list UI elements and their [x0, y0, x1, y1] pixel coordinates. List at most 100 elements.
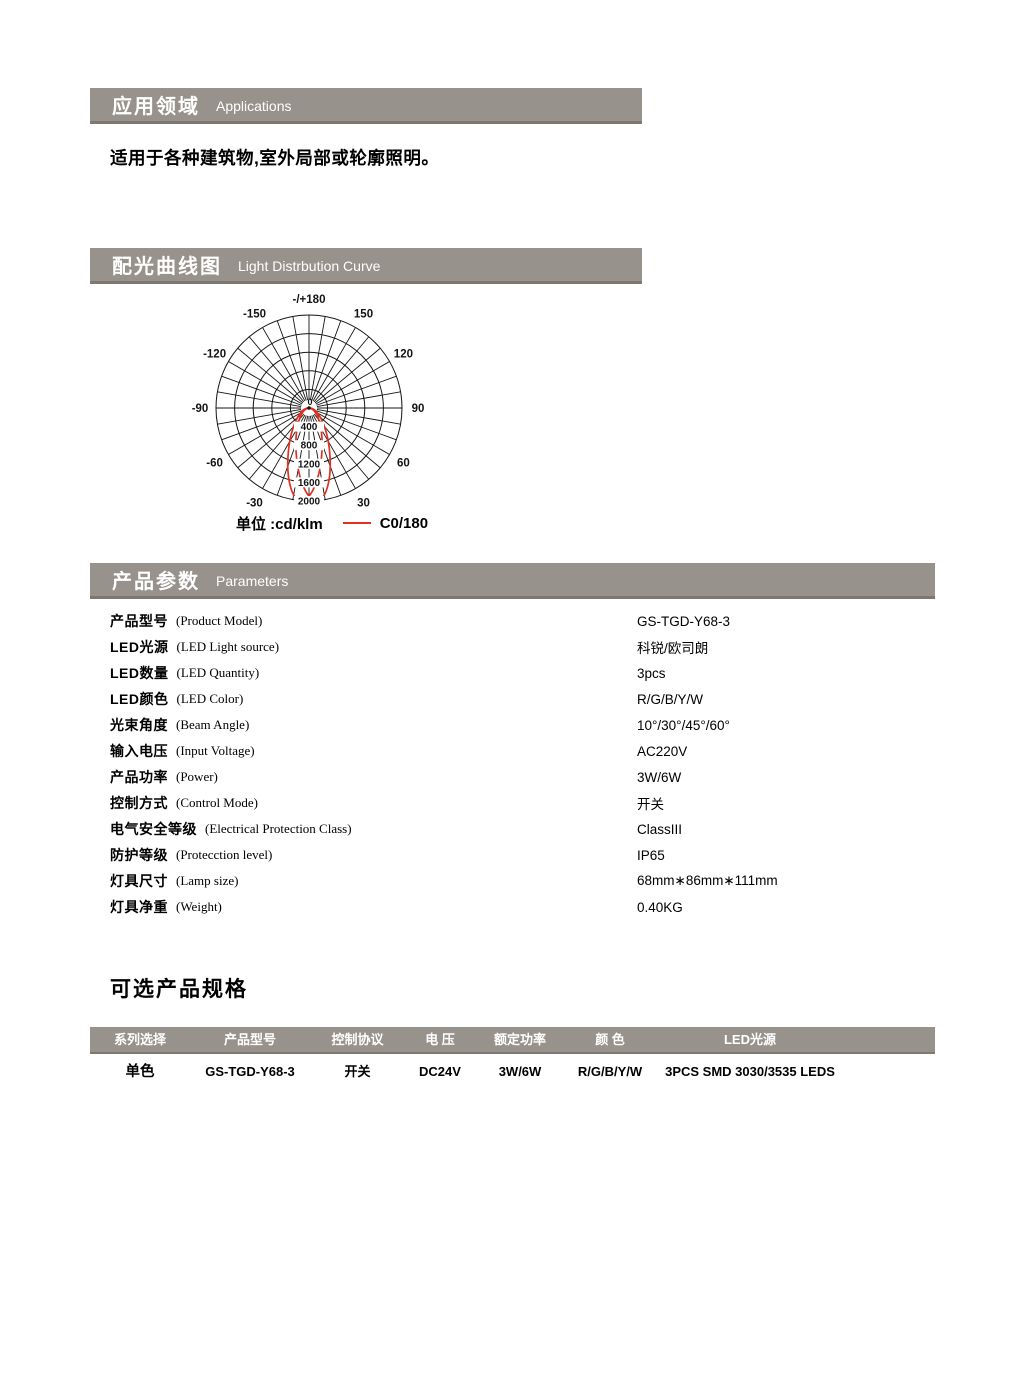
spec-cell-6: 3PCS SMD 3030/3535 LEDS: [665, 1064, 835, 1079]
spec-cell-4: 3W/6W: [498, 1064, 542, 1079]
parameter-row: 灯具尺寸 (Lamp size) 68mm∗86mm∗111mm: [110, 868, 955, 894]
parameter-row: 输入电压 (Input Voltage) AC220V: [110, 738, 955, 764]
parameter-label-zh: 电气安全等级: [110, 821, 197, 837]
radial-tick-label: 800: [301, 441, 318, 452]
angle-label: 30: [357, 497, 370, 509]
chart-spoke: [228, 411, 303, 455]
parameter-row: LED颜色 (LED Color) R/G/B/Y/W: [110, 686, 955, 712]
angle-label: 90: [412, 403, 425, 415]
parameter-label-zh: 产品功率: [110, 769, 168, 785]
parameter-label-en: (Input Voltage): [176, 743, 255, 758]
parameter-row: 电气安全等级 (Electrical Protection Class) Class…: [110, 816, 955, 842]
chart-spoke: [316, 375, 397, 406]
parameter-row: 产品型号 (Product Model) GS-TGD-Y68-3: [110, 608, 955, 634]
angle-label: -/+180: [293, 294, 326, 306]
parameter-label-zh: 光束角度: [110, 717, 168, 733]
radial-label-bg: [294, 421, 324, 432]
chart-spoke: [276, 320, 307, 401]
chart-spoke: [309, 316, 326, 401]
legend-line-icon: [342, 522, 371, 524]
angle-label: 120: [394, 349, 413, 361]
parameter-value: 68mm∗86mm∗111mm: [637, 873, 778, 888]
parameter-value: 开关: [637, 797, 664, 812]
parameter-label-zh: 灯具净重: [110, 899, 168, 915]
chart-legend: 单位 :cd/klm C0/180: [236, 513, 428, 533]
chart-spoke: [292, 316, 309, 401]
chart-spoke: [221, 375, 302, 406]
section-header-curve: 配光曲线图 Light Distrbution Curve: [90, 248, 642, 284]
spec-col-header-0: 系列选择: [113, 1032, 166, 1047]
spec-col-header-1: 产品型号: [223, 1032, 276, 1047]
chart-spoke: [316, 391, 401, 408]
parameter-row: LED数量 (LED Quantity) 3pcs: [110, 660, 955, 686]
radial-label-bg: [294, 496, 324, 506]
chart-spoke: [315, 361, 390, 405]
spec-col-header-4: 额定功率: [493, 1032, 546, 1047]
angle-label: -120: [203, 349, 226, 361]
chart-spoke: [311, 320, 342, 401]
spec-cell-3: DC24V: [419, 1064, 461, 1079]
chart-spoke: [217, 408, 302, 425]
radial-label-bg: [294, 477, 324, 488]
parameter-label-zh: LED颜色: [110, 691, 169, 707]
spec-cell-1: GS-TGD-Y68-3: [205, 1064, 295, 1079]
parameter-row: 产品功率 (Power) 3W/6W: [110, 764, 955, 790]
angle-label: 150: [354, 309, 373, 321]
legend-series-label: C0/180: [379, 514, 429, 532]
chart-spoke: [315, 411, 390, 455]
parameters-title-zh: 产品参数: [112, 571, 200, 593]
parameter-value: IP65: [637, 847, 665, 863]
parameter-value: 科锐/欧司朗: [637, 641, 709, 656]
parameter-row: 光束角度 (Beam Angle) 10°/30°/45°/60°: [110, 712, 955, 738]
angle-label: -60: [206, 458, 223, 470]
chart-spoke: [217, 391, 302, 408]
radial-label-bg: [294, 440, 324, 451]
parameter-label-en: (LED Quantity): [176, 665, 260, 680]
parameters-title-en: Parameters: [216, 573, 289, 589]
parameter-value: 3W/6W: [637, 769, 682, 785]
chart-spoke: [312, 327, 356, 402]
spec-col-header-3: 电 压: [425, 1032, 455, 1047]
chart-spoke: [248, 336, 305, 403]
curve-title-en: Light Distrbution Curve: [238, 258, 381, 274]
chart-spoke: [314, 347, 381, 404]
parameter-label-en: (Protecction level): [176, 847, 273, 862]
legend-unit-label: 单位 :cd/klm: [236, 515, 323, 533]
parameter-label-zh: 输入电压: [110, 743, 168, 759]
curve-title-zh: 配光曲线图: [112, 256, 222, 278]
spec-cell-0: 单色: [125, 1064, 155, 1080]
parameter-value: ClassIII: [637, 821, 683, 837]
chart-center-dot: [307, 406, 311, 410]
spec-table-row: 单色 GS-TGD-Y68-3 开关 DC24V 3W/6W R/G/B/Y/W 3PCS …: [90, 1059, 935, 1085]
spec-col-header-6: LED光源: [723, 1032, 776, 1047]
parameter-value: 10°/30°/45°/60°: [637, 717, 730, 733]
parameter-label-en: (Electrical Protection Class): [205, 821, 352, 836]
parameter-label-en: (Beam Angle): [176, 717, 250, 732]
radial-tick-label: 1200: [298, 459, 321, 470]
spec-col-header-2: 控制协议: [331, 1032, 384, 1047]
parameter-label-en: (Weight): [176, 899, 222, 914]
parameter-label-zh: 产品型号: [110, 613, 168, 629]
light-distribution-chart: 400 800 1200 1600 2000 0 -/+180 150 120 90 60 30 -30…: [192, 294, 425, 509]
parameter-label-en: (Power): [176, 769, 218, 784]
applications-title-en: Applications: [216, 98, 292, 114]
parameter-row: 控制方式 (Control Mode) 开关: [110, 790, 955, 816]
chart-spoke: [314, 412, 381, 469]
chart-spoke: [228, 361, 303, 405]
radial-zero-label: 0: [307, 397, 312, 407]
parameter-label-zh: LED数量: [110, 665, 169, 681]
parameter-value: GS-TGD-Y68-3: [637, 613, 731, 629]
applications-description: 适用于各种建筑物,室外局部或轮廓照明。: [110, 148, 440, 168]
section-header-parameters: 产品参数 Parameters: [90, 563, 935, 599]
parameter-value: 0.40KG: [637, 899, 683, 915]
parameter-label-en: (Control Mode): [176, 795, 258, 810]
angle-label: -30: [246, 497, 263, 509]
angle-label: -150: [243, 309, 266, 321]
spec-table-header: 系列选择 产品型号 控制协议 电 压 额定功率 颜 色 LED光源: [90, 1027, 935, 1054]
parameter-label-en: (LED Light source): [176, 639, 280, 654]
section-header-applications: 应用领域 Applications: [90, 88, 642, 124]
parameter-value: AC220V: [637, 743, 688, 759]
chart-spoke: [221, 410, 302, 441]
radial-tick-label: 1600: [298, 478, 321, 489]
